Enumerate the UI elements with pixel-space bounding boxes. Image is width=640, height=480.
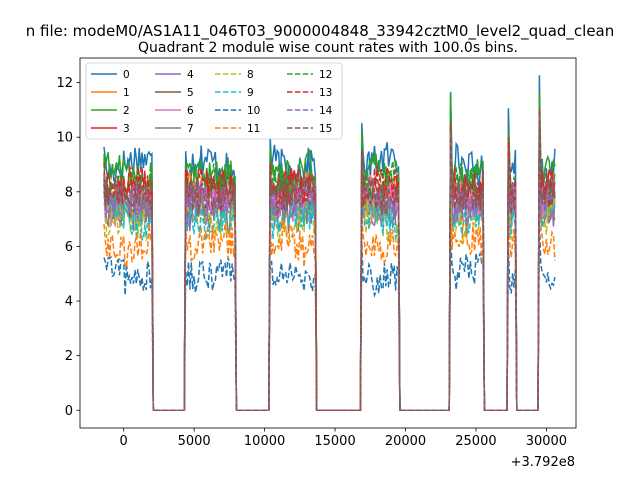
x-tick-label: 10000 <box>244 434 285 449</box>
series-group <box>103 75 556 412</box>
series-line-7 <box>103 135 556 412</box>
legend-label-12: 12 <box>319 69 332 81</box>
y-tick-label: 2 <box>65 349 73 364</box>
x-tick-label: 20000 <box>385 434 426 449</box>
legend-label-11: 11 <box>247 123 260 135</box>
legend-label-3: 3 <box>123 123 130 135</box>
series-line-8 <box>103 161 556 412</box>
legend-label-10: 10 <box>247 105 260 117</box>
y-tick-label: 6 <box>65 240 73 255</box>
legend-label-7: 7 <box>187 123 194 135</box>
legend-label-0: 0 <box>123 69 130 81</box>
x-tick-label: 15000 <box>314 434 355 449</box>
series-line-10 <box>103 221 556 412</box>
legend-label-9: 9 <box>247 87 254 99</box>
x-tick-label: 25000 <box>455 434 496 449</box>
series-line-3 <box>103 113 556 412</box>
x-tick-label: 5000 <box>178 434 211 449</box>
series-line-2 <box>103 91 556 412</box>
series-line-1 <box>103 110 556 412</box>
axes-frame <box>79 57 577 429</box>
y-tick-label: 10 <box>56 131 73 146</box>
chart-title: Quadrant 2 module wise count rates with … <box>138 40 518 56</box>
series-line-14 <box>103 117 556 412</box>
x-tick-label: 30000 <box>526 434 567 449</box>
legend-label-8: 8 <box>247 69 254 81</box>
legend-label-4: 4 <box>187 69 194 81</box>
series-line-11 <box>103 192 556 412</box>
legend-label-13: 13 <box>319 87 332 99</box>
legend-box <box>85 62 343 140</box>
figure-suptitle: n file: modeM0/AS1A11_046T03_9000004848_… <box>26 22 615 41</box>
legend-label-5: 5 <box>187 87 194 99</box>
y-tick-label: 0 <box>65 404 73 419</box>
legend-label-2: 2 <box>123 105 130 117</box>
legend-label-1: 1 <box>123 87 130 99</box>
series-line-5 <box>103 126 556 412</box>
legend-label-15: 15 <box>319 123 332 135</box>
legend-label-14: 14 <box>319 105 333 117</box>
y-tick-label: 4 <box>65 295 73 310</box>
series-line-13 <box>103 108 556 412</box>
series-line-12 <box>103 105 556 412</box>
series-line-6 <box>103 129 556 412</box>
x-offset-label: +3.792e8 <box>511 455 575 470</box>
legend-label-6: 6 <box>187 105 194 117</box>
plot-area: 0 5000 10000 15000 20000 25000 300000246810120… <box>56 57 577 449</box>
series-line-4 <box>103 130 556 412</box>
x-tick-label: 0 <box>120 434 128 449</box>
y-tick-label: 12 <box>56 76 73 91</box>
series-line-9 <box>103 148 556 412</box>
series-line-15 <box>103 120 556 412</box>
y-tick-label: 8 <box>65 185 73 200</box>
